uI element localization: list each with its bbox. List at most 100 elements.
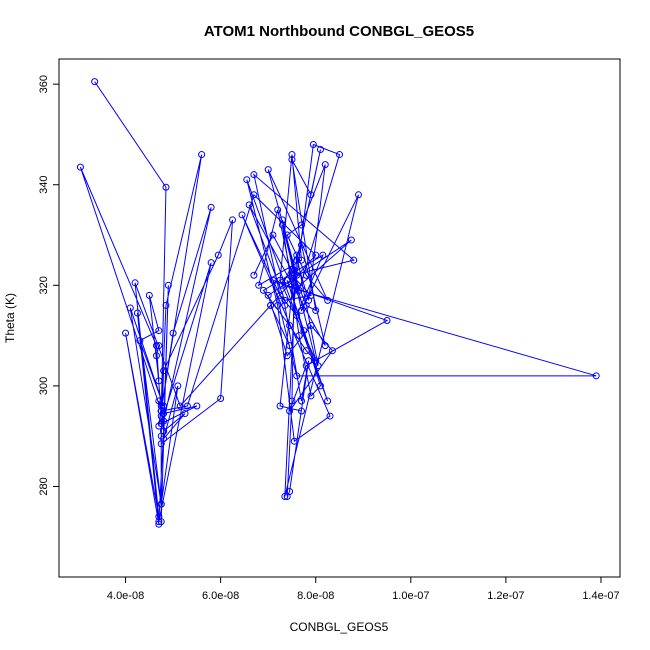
data-point xyxy=(307,392,315,400)
data-point xyxy=(214,251,222,259)
data-point xyxy=(162,183,170,191)
data-point xyxy=(302,347,310,355)
data-point xyxy=(297,306,305,314)
data-point xyxy=(176,402,184,410)
data-point xyxy=(293,251,301,259)
data-point xyxy=(264,291,272,299)
data-point xyxy=(255,281,263,289)
data-point xyxy=(155,513,163,521)
data-point xyxy=(316,146,324,154)
plot-frame xyxy=(58,58,621,578)
data-point xyxy=(198,151,206,159)
data-point xyxy=(326,412,334,420)
data-point xyxy=(307,291,315,299)
data-point xyxy=(312,251,320,259)
series-line xyxy=(241,143,597,497)
data-point xyxy=(286,342,294,350)
data-point xyxy=(160,427,168,435)
data-point xyxy=(283,231,291,239)
data-point xyxy=(157,407,165,415)
data-point xyxy=(355,191,363,199)
x-tick-label: 1.2e-07 xyxy=(487,590,524,602)
data-point xyxy=(207,259,215,267)
data-point xyxy=(350,256,358,264)
data-point xyxy=(293,256,301,264)
data-point xyxy=(297,256,305,264)
data-point xyxy=(131,279,139,287)
data-point xyxy=(297,241,305,249)
data-point xyxy=(250,271,258,279)
data-point xyxy=(207,203,215,211)
data-point xyxy=(307,322,315,330)
x-tick-label: 6.0e-08 xyxy=(202,590,239,602)
data-point xyxy=(319,251,327,259)
data-point xyxy=(300,327,308,335)
data-point xyxy=(183,402,191,410)
data-point xyxy=(278,281,286,289)
data-point xyxy=(283,493,291,501)
data-point xyxy=(181,410,189,418)
x-tick-label: 8.0e-08 xyxy=(297,590,334,602)
data-point xyxy=(276,291,284,299)
data-point xyxy=(193,402,201,410)
data-point xyxy=(297,407,305,415)
data-point xyxy=(133,309,141,317)
data-point xyxy=(281,301,289,309)
data-point xyxy=(312,357,320,365)
y-tick-label: 320 xyxy=(38,276,50,294)
data-point xyxy=(155,327,163,335)
data-point xyxy=(281,296,289,304)
data-point xyxy=(155,377,163,385)
data-point xyxy=(217,394,225,402)
data-point xyxy=(162,301,170,309)
data-point xyxy=(152,342,160,350)
data-point xyxy=(160,435,168,443)
data-point xyxy=(274,301,282,309)
chart-title: ATOM1 Northbound CONBGL_GEOS5 xyxy=(204,23,474,40)
data-point xyxy=(155,342,163,350)
data-point xyxy=(283,352,291,360)
data-point xyxy=(592,372,600,380)
data-point xyxy=(267,301,275,309)
data-point xyxy=(164,281,172,289)
data-point xyxy=(288,151,296,159)
data-point xyxy=(293,311,301,319)
data-point xyxy=(312,306,320,314)
x-tick-label: 4.0e-08 xyxy=(107,590,144,602)
data-point xyxy=(281,493,289,501)
data-point xyxy=(229,216,237,224)
data-point xyxy=(324,397,332,405)
data-point xyxy=(155,518,163,526)
data-point xyxy=(169,329,177,337)
data-point xyxy=(295,332,303,340)
data-point xyxy=(76,163,84,171)
data-point xyxy=(309,141,317,148)
data-point xyxy=(321,342,329,350)
data-point xyxy=(250,171,258,179)
data-point xyxy=(276,402,284,410)
data-point xyxy=(145,291,153,299)
data-point xyxy=(383,317,391,325)
data-point xyxy=(286,322,294,330)
x-axis-label: CONBGL_GEOS5 xyxy=(290,620,389,634)
data-point xyxy=(122,329,130,337)
y-axis: 280 300 320 340 360 xyxy=(38,75,60,496)
data-point xyxy=(324,296,332,304)
x-tick-label: 1.4e-07 xyxy=(582,590,619,602)
y-tick-label: 300 xyxy=(38,377,50,395)
data-point xyxy=(259,286,267,294)
data-point xyxy=(290,286,298,294)
data-point xyxy=(316,382,324,390)
data-point xyxy=(297,221,305,229)
data-point xyxy=(136,337,144,345)
data-point xyxy=(126,304,134,312)
data-point xyxy=(290,437,298,445)
data-point xyxy=(290,266,298,274)
x-axis: 4.0e-08 6.0e-08 8.0e-08 1.0e-07 1.2e-07 1.4e-… xyxy=(107,576,620,602)
series-layer xyxy=(76,78,600,528)
y-tick-label: 360 xyxy=(38,75,50,93)
data-point xyxy=(274,206,282,214)
data-point xyxy=(264,166,272,174)
data-point xyxy=(305,357,313,365)
